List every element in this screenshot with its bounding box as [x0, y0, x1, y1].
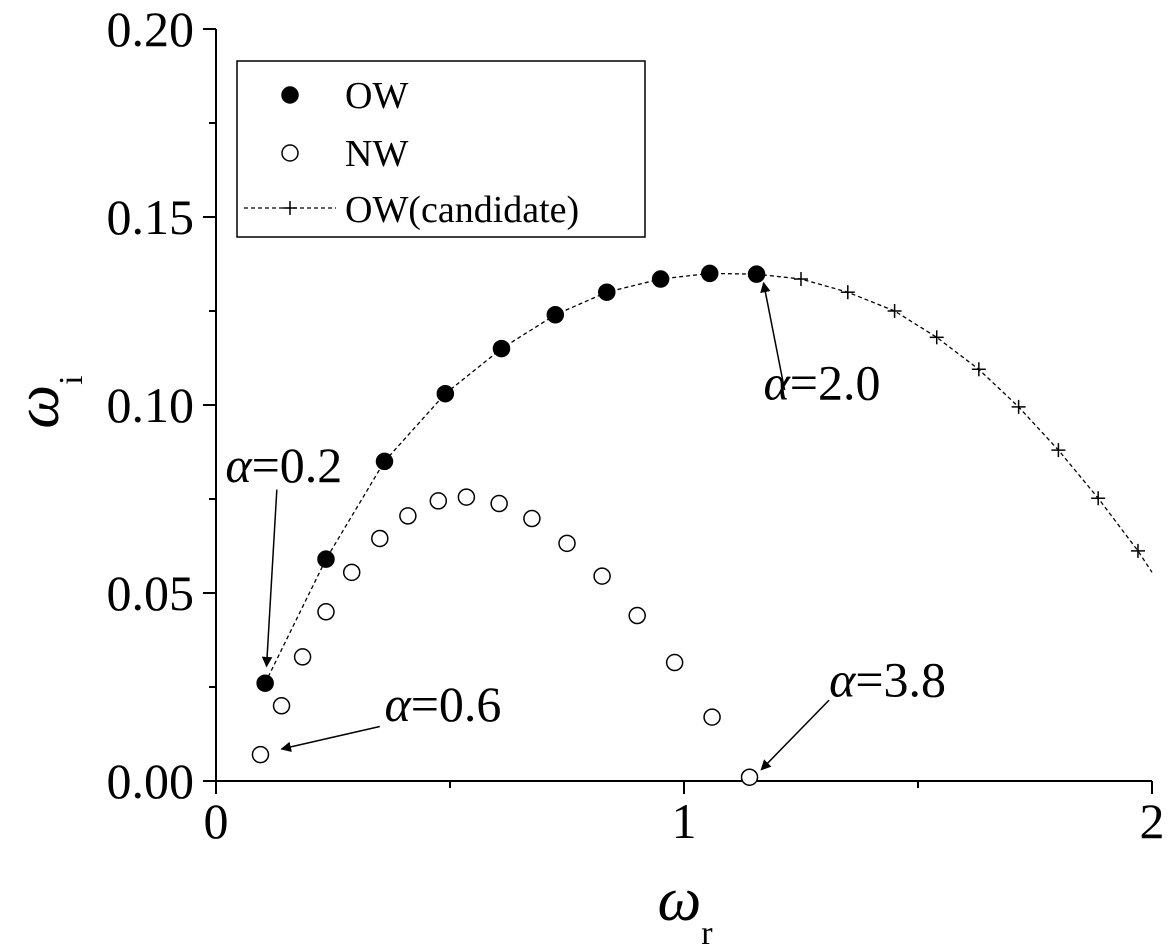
nw-point	[371, 529, 389, 548]
x-axis-title-symbol: ω	[657, 866, 701, 934]
nw-point	[272, 697, 291, 715]
annotation-alpha-symbol: α	[384, 676, 412, 732]
annotation-alpha-symbol: α	[829, 651, 857, 707]
y-tick-label: 0.00	[107, 753, 195, 809]
annotation-arrow	[261, 489, 278, 668]
y-axis-title-symbol: ω	[4, 385, 72, 429]
ow-candidate-point	[929, 330, 944, 345]
ow-point	[546, 306, 565, 324]
nw-point	[317, 603, 335, 621]
x-tick-label: 0	[204, 793, 229, 849]
legend-nw-label: NW	[345, 133, 408, 175]
legend-candidate-label: OW(candidate)	[345, 189, 579, 231]
nw-point	[558, 534, 576, 553]
ow-point	[492, 339, 511, 358]
nw-point	[399, 507, 417, 525]
legend-box	[236, 60, 646, 238]
ow-point	[436, 384, 455, 403]
ow-point	[651, 270, 670, 288]
nw-point	[251, 745, 270, 764]
legend-ow-marker	[281, 86, 299, 104]
annotation-arrow	[760, 699, 830, 771]
ow-point	[256, 674, 274, 692]
annotation-alpha-value: =2.0	[790, 354, 881, 410]
y-axis-title: ωi	[4, 375, 90, 428]
tick-labels: 0 1 2 0.00 0.05 0.10 0.15 0.20	[107, 1, 1165, 849]
axis-ticks	[203, 28, 1153, 794]
ow-point	[598, 283, 616, 301]
nw-point	[593, 567, 611, 585]
annotation-label: α=0.2	[225, 437, 342, 493]
ow-point	[747, 265, 766, 283]
ow-candidate-point	[887, 304, 902, 318]
nw-point	[293, 648, 312, 666]
nw-point	[457, 488, 476, 506]
series-lines	[264, 272, 1153, 684]
ow-candidate-point	[794, 272, 808, 287]
nw-point	[740, 768, 759, 786]
y-tick-label: 0.10	[107, 377, 195, 433]
ow-candidate-point	[1011, 399, 1026, 414]
ow-point	[375, 452, 394, 471]
ow-point	[317, 550, 335, 568]
annotation-alpha-value: =0.6	[411, 676, 502, 732]
x-axis-title: ωr	[657, 866, 713, 952]
ow-point	[700, 264, 719, 283]
series-markers	[251, 264, 1145, 786]
x-tick-label: 1	[672, 793, 697, 849]
ow-candidate-point	[971, 362, 986, 377]
annotation-alpha-value: =3.8	[855, 651, 946, 707]
annotation-alpha-symbol: α	[225, 437, 253, 493]
nw-point	[490, 494, 508, 513]
nw-point	[665, 653, 684, 672]
annotation-label: α=0.6	[384, 676, 501, 732]
annotation-label: α=2.0	[764, 354, 881, 410]
nw-point	[342, 563, 361, 582]
y-tick-label: 0.15	[107, 189, 195, 245]
legend-ow-label: OW	[345, 75, 408, 117]
nw-point	[628, 606, 646, 625]
nw-point	[523, 509, 541, 528]
nw-point	[429, 492, 448, 510]
legend-nw-marker	[281, 144, 299, 162]
annotation-alpha-symbol: α	[764, 354, 792, 410]
x-axis-title-subscript: r	[701, 915, 713, 952]
y-tick-label: 0.05	[107, 565, 195, 621]
y-tick-label: 0.20	[107, 1, 195, 57]
ow-candidate-point	[1051, 443, 1066, 458]
nw-point	[703, 708, 721, 726]
annotation-alpha-value: =0.2	[252, 437, 343, 493]
ow-candidate-point	[840, 285, 855, 300]
annotations: α=2.0α=0.2α=0.6 α=3.8	[225, 281, 946, 771]
annotation-arrow	[280, 725, 380, 753]
legend: OW NW OW(candidate)	[236, 60, 646, 238]
y-axis-title-subscript: i	[53, 375, 90, 384]
annotation-label: α=3.8	[829, 651, 946, 707]
ow-candidate-point	[1091, 491, 1106, 506]
ow-candidate-point	[1130, 543, 1145, 558]
x-tick-label: 2	[1140, 793, 1165, 849]
annotation-arrow	[760, 281, 786, 391]
ow-candidate-line	[264, 272, 1153, 684]
